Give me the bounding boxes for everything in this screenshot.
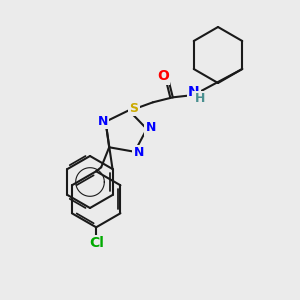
Text: Cl: Cl: [90, 236, 105, 250]
Text: S: S: [129, 102, 138, 115]
Text: N: N: [146, 122, 156, 134]
Text: N: N: [188, 85, 200, 99]
Text: N: N: [98, 115, 108, 128]
Text: H: H: [195, 92, 205, 105]
Text: O: O: [157, 69, 169, 83]
Text: N: N: [134, 146, 144, 159]
